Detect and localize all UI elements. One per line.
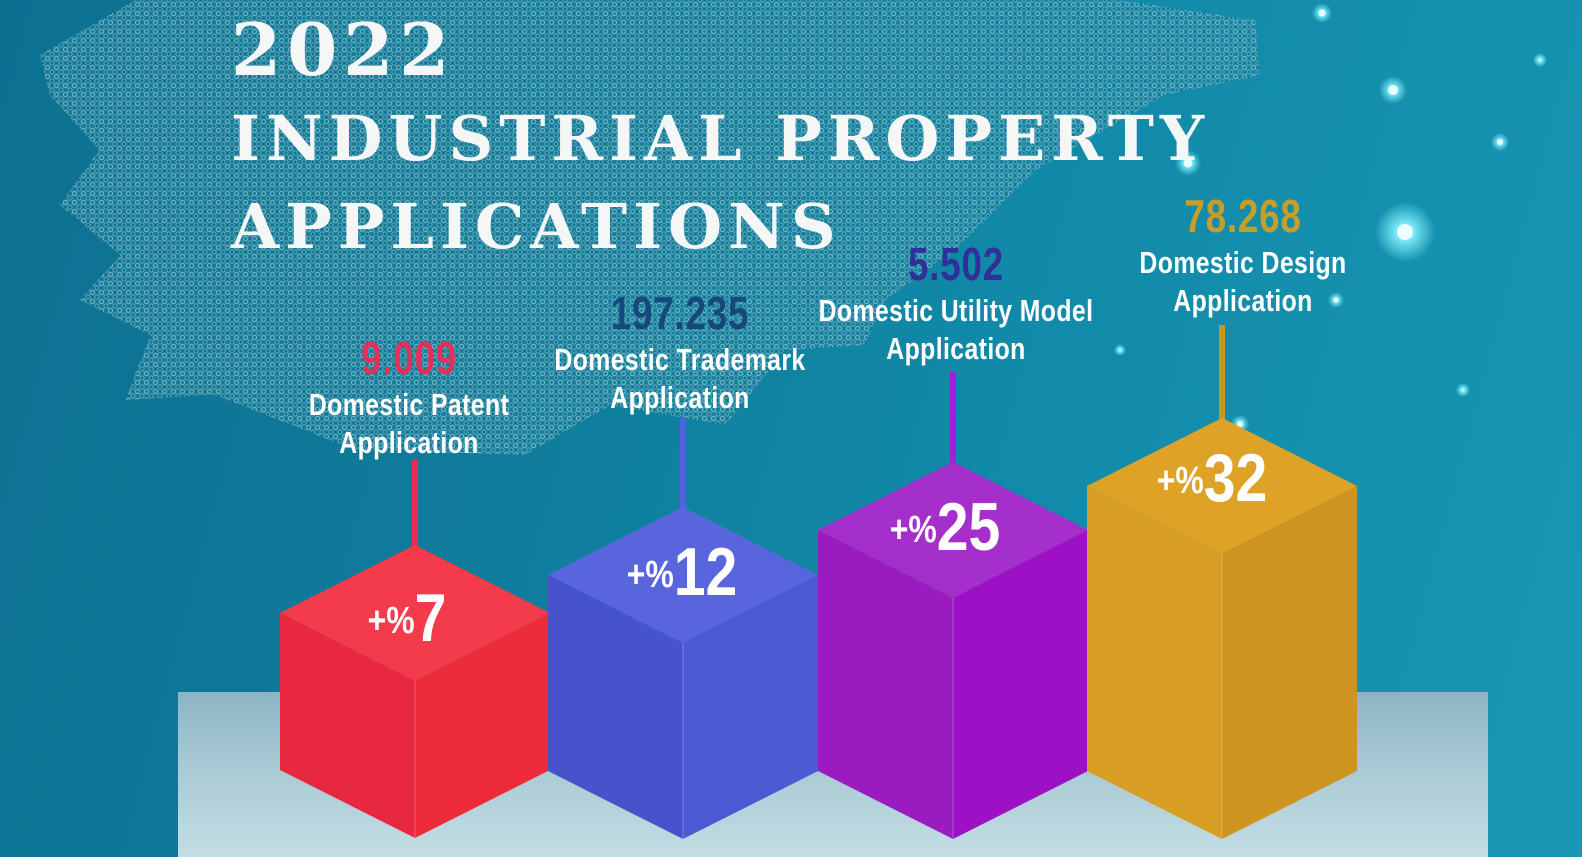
- cube-face-left: [1087, 486, 1222, 839]
- stat-group-trademark: 197.235 Domestic Trademark Application: [528, 289, 832, 417]
- stat-label: Domestic Trademark Application: [554, 342, 806, 416]
- growth-value: 25: [936, 489, 1001, 565]
- cube-utility-model: [818, 462, 1088, 839]
- cube-trademark: [548, 507, 818, 839]
- growth-label-design: +% 32: [1120, 432, 1305, 524]
- cube-face-right: [415, 613, 550, 838]
- stat-label: Domestic Design Application: [1139, 245, 1347, 319]
- cube-face-right: [683, 575, 818, 839]
- stat-value: 9.009: [360, 332, 458, 384]
- growth-label-utility-model: +% 25: [853, 481, 1038, 573]
- cube-face-top: [280, 545, 550, 681]
- cube-face-top: [548, 507, 818, 643]
- cube-face-left: [548, 575, 683, 839]
- cube-face-right: [953, 530, 1088, 839]
- cube-face-left: [280, 613, 415, 838]
- cube-face-top: [1087, 418, 1357, 554]
- growth-label-patent: +% 7: [315, 572, 500, 664]
- stat-label: Domestic Patent Application: [308, 387, 510, 461]
- growth-value: 12: [673, 534, 738, 610]
- stat-group-utility-model: 5.502 Domestic Utility Model Application: [804, 240, 1108, 368]
- title-year: 2022: [231, 7, 456, 92]
- stat-value: 5.502: [907, 238, 1005, 290]
- title-line2: INDUSTRIAL PROPERTY: [231, 102, 1211, 175]
- cube-face-top: [818, 462, 1088, 598]
- title-line3: APPLICATIONS: [231, 190, 842, 263]
- stat-group-patent: 9.009 Domestic Patent Application: [257, 334, 561, 462]
- growth-label-trademark: +% 12: [590, 526, 775, 618]
- stat-value: 78.268: [1184, 190, 1302, 242]
- stat-group-design: 78.268 Domestic Design Application: [1091, 192, 1395, 320]
- growth-value: 7: [414, 580, 447, 656]
- growth-prefix: +%: [626, 553, 674, 596]
- stat-label: Domestic Utility Model Application: [818, 293, 1094, 367]
- growth-prefix: +%: [367, 599, 415, 642]
- stat-value: 197.235: [610, 287, 750, 339]
- cube-face-right: [1222, 486, 1357, 839]
- growth-value: 32: [1203, 440, 1268, 516]
- growth-prefix: +%: [889, 508, 937, 551]
- growth-prefix: +%: [1156, 459, 1204, 502]
- cube-design: [1087, 418, 1357, 839]
- cube-face-left: [818, 530, 953, 839]
- cube-patent: [280, 545, 550, 838]
- page-title: 2022 INDUSTRIAL PROPERTY APPLICATIONS: [231, 14, 1210, 258]
